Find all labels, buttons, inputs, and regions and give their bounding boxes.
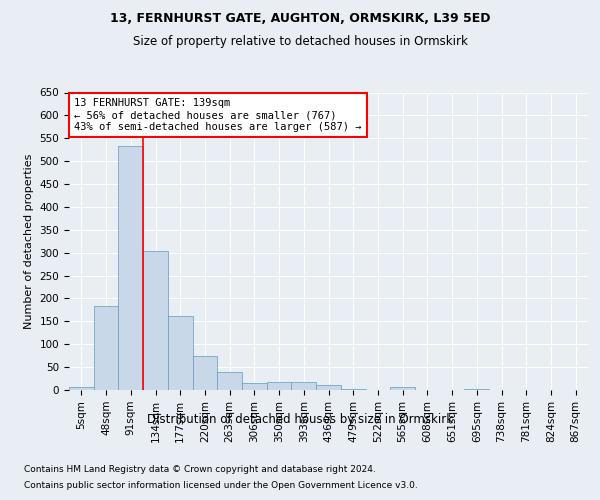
Text: Contains public sector information licensed under the Open Government Licence v3: Contains public sector information licen… <box>24 481 418 490</box>
Bar <box>168 316 193 390</box>
Bar <box>118 146 143 390</box>
Bar <box>341 388 365 390</box>
Bar <box>316 386 341 390</box>
Bar <box>390 388 415 390</box>
Text: 13 FERNHURST GATE: 139sqm
← 56% of detached houses are smaller (767)
43% of semi: 13 FERNHURST GATE: 139sqm ← 56% of detac… <box>74 98 362 132</box>
Bar <box>217 372 242 390</box>
Text: Contains HM Land Registry data © Crown copyright and database right 2024.: Contains HM Land Registry data © Crown c… <box>24 465 376 474</box>
Text: 13, FERNHURST GATE, AUGHTON, ORMSKIRK, L39 5ED: 13, FERNHURST GATE, AUGHTON, ORMSKIRK, L… <box>110 12 490 26</box>
Bar <box>292 382 316 390</box>
Bar <box>94 306 118 390</box>
Text: Distribution of detached houses by size in Ormskirk: Distribution of detached houses by size … <box>147 412 453 426</box>
Bar <box>464 389 489 390</box>
Bar <box>143 252 168 390</box>
Bar <box>69 387 94 390</box>
Text: Size of property relative to detached houses in Ormskirk: Size of property relative to detached ho… <box>133 35 467 48</box>
Bar <box>267 382 292 390</box>
Bar <box>242 383 267 390</box>
Bar <box>193 356 217 390</box>
Y-axis label: Number of detached properties: Number of detached properties <box>24 154 34 329</box>
